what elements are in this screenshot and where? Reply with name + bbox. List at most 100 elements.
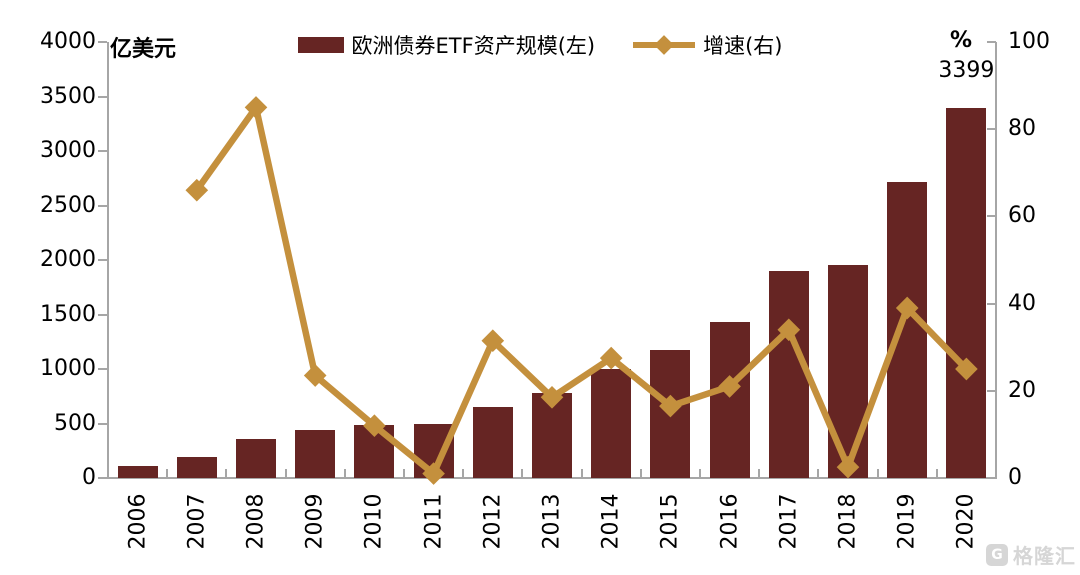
- right-axis-tick: [987, 302, 996, 305]
- line-point-marker: [303, 364, 327, 387]
- left-axis-tick-label: 2500: [40, 192, 96, 218]
- x-axis-label-text: 2017: [776, 493, 802, 549]
- bar: [354, 424, 395, 478]
- bar: [709, 322, 750, 478]
- bar-legend-swatch: [297, 37, 344, 53]
- bar: [236, 439, 276, 478]
- x-axis-label-text: 2011: [421, 493, 447, 549]
- x-axis-label: 2020: [931, 485, 1001, 557]
- bar: [413, 423, 454, 478]
- x-axis-tick: [876, 469, 879, 478]
- legend-item-bars: 欧洲债券ETF资产规模(左): [297, 30, 596, 60]
- x-axis-tick: [107, 469, 109, 478]
- x-axis-label-text: 2009: [302, 493, 328, 549]
- left-axis-tick: [98, 259, 107, 261]
- x-axis-tick: [935, 469, 938, 478]
- x-axis-label-text: 2019: [894, 493, 920, 549]
- x-axis-label-text: 2020: [953, 493, 979, 549]
- x-axis-label-text: 2018: [835, 493, 861, 549]
- line-point-marker: [185, 178, 209, 202]
- line-legend-swatch: [633, 33, 696, 57]
- right-axis-tick: [987, 477, 996, 479]
- bar: [295, 430, 336, 478]
- x-axis-label-text: 2010: [361, 493, 387, 549]
- left-axis-unit: 亿美元: [110, 37, 177, 62]
- x-axis-line: [107, 477, 997, 479]
- left-axis-tick-label: 2000: [40, 247, 96, 272]
- x-axis-tick: [343, 469, 346, 478]
- right-axis-unit: %: [949, 28, 973, 53]
- bar: [887, 181, 928, 478]
- left-axis-tick: [98, 150, 107, 152]
- legend-line-label: 增速(右): [703, 34, 783, 58]
- x-axis-label-text: 2012: [480, 493, 506, 549]
- bar: [532, 392, 572, 478]
- watermark: G 格隆汇: [986, 540, 1076, 569]
- left-axis-tick: [98, 204, 107, 207]
- bar: [768, 270, 809, 478]
- right-axis-tick: [987, 41, 996, 43]
- bar: [472, 406, 513, 478]
- x-axis-tick: [817, 469, 820, 478]
- bar: [828, 265, 868, 478]
- right-axis-tick-label: 0: [1008, 465, 1022, 490]
- left-axis-tick: [98, 41, 107, 43]
- left-axis-tick: [98, 313, 107, 316]
- x-axis-label-text: 2014: [598, 493, 624, 549]
- x-axis-label-text: 2006: [125, 493, 151, 549]
- x-axis-tick: [166, 469, 169, 478]
- x-axis-tick: [995, 469, 997, 478]
- x-axis-label-text: 2008: [243, 493, 269, 549]
- x-axis-tick: [580, 469, 583, 478]
- x-axis-tick: [758, 469, 761, 478]
- bar: [946, 107, 987, 478]
- left-axis-tick-label: 1000: [40, 356, 96, 381]
- left-axis-tick-label: 500: [54, 410, 96, 436]
- left-axis-tick: [98, 368, 107, 370]
- left-axis-tick-label: 1500: [40, 301, 96, 327]
- right-axis-line: [995, 42, 997, 478]
- x-axis-tick: [403, 469, 405, 478]
- right-axis-tick-label: 20: [1008, 377, 1036, 403]
- right-axis-tick-label: 40: [1008, 290, 1036, 316]
- left-axis-tick-label: 3500: [40, 83, 96, 109]
- x-axis-tick: [521, 469, 524, 478]
- x-axis-label-text: 2015: [657, 493, 683, 549]
- left-axis-tick: [98, 95, 107, 98]
- left-axis-tick: [98, 422, 107, 425]
- right-axis-tick-label: 100: [1008, 29, 1050, 54]
- gelonghui-logo-icon: G: [986, 543, 1008, 566]
- x-axis-label-text: 2013: [539, 493, 565, 549]
- left-axis-tick: [98, 477, 107, 479]
- line-point-marker: [244, 96, 268, 119]
- bar: [176, 457, 217, 478]
- right-axis-tick-label: 60: [1008, 203, 1036, 229]
- left-axis-line: [107, 42, 109, 478]
- x-axis-tick: [284, 469, 287, 478]
- legend-item-line: 增速(右): [633, 30, 782, 60]
- bar: [591, 369, 632, 478]
- right-axis-tick: [987, 128, 996, 131]
- bar-data-label: 3399: [938, 58, 995, 83]
- line-point-marker: [481, 329, 505, 353]
- bar: [650, 350, 691, 478]
- right-axis-tick: [987, 215, 996, 218]
- x-axis-tick: [699, 469, 701, 478]
- watermark-text: 格隆汇: [1013, 544, 1076, 568]
- legend: 欧洲债券ETF资产规模(左) 增速(右): [0, 30, 1080, 60]
- x-axis-label-text: 2016: [717, 493, 743, 549]
- bar: [117, 466, 158, 478]
- legend-bars-label: 欧洲债券ETF资产规模(左): [351, 34, 596, 58]
- line-point-marker: [599, 346, 623, 370]
- diamond-marker-icon: [654, 35, 674, 55]
- x-axis-tick: [639, 469, 642, 478]
- left-axis-tick-label: 4000: [40, 29, 96, 54]
- x-axis-tick: [462, 469, 465, 478]
- x-axis-label-text: 2007: [184, 493, 210, 549]
- left-axis-tick-label: 0: [82, 465, 96, 490]
- right-axis-tick: [987, 389, 996, 392]
- x-axis-tick: [225, 469, 228, 478]
- left-axis-tick-label: 3000: [40, 138, 96, 163]
- right-axis-tick-label: 80: [1008, 116, 1036, 142]
